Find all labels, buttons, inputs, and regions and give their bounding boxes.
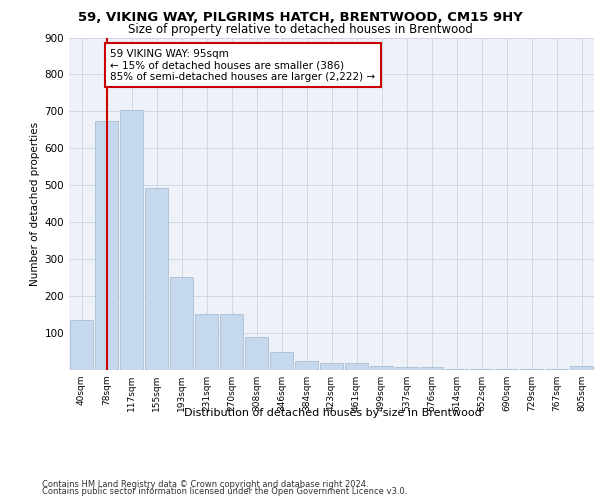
Bar [195,314,218,370]
Bar [120,110,143,370]
Y-axis label: Number of detached properties: Number of detached properties [31,122,40,286]
Bar [345,364,368,370]
Bar [145,188,168,370]
Bar [245,338,268,370]
Text: 59 VIKING WAY: 95sqm
← 15% of detached houses are smaller (386)
85% of semi-deta: 59 VIKING WAY: 95sqm ← 15% of detached h… [110,48,376,82]
Bar [295,361,318,370]
Bar [445,368,468,370]
Bar [220,314,243,370]
Bar [270,352,293,370]
Bar [320,364,343,370]
Text: Size of property relative to detached houses in Brentwood: Size of property relative to detached ho… [128,22,472,36]
Bar [170,276,193,370]
Text: Distribution of detached houses by size in Brentwood: Distribution of detached houses by size … [184,408,482,418]
Bar [395,367,418,370]
Bar [370,366,393,370]
Bar [570,366,593,370]
Text: Contains HM Land Registry data © Crown copyright and database right 2024.: Contains HM Land Registry data © Crown c… [42,480,368,489]
Bar [95,120,118,370]
Bar [70,320,93,370]
Bar [470,368,493,370]
Text: Contains public sector information licensed under the Open Government Licence v3: Contains public sector information licen… [42,488,407,496]
Bar [420,368,443,370]
Bar [495,369,518,370]
Text: 59, VIKING WAY, PILGRIMS HATCH, BRENTWOOD, CM15 9HY: 59, VIKING WAY, PILGRIMS HATCH, BRENTWOO… [77,11,523,24]
